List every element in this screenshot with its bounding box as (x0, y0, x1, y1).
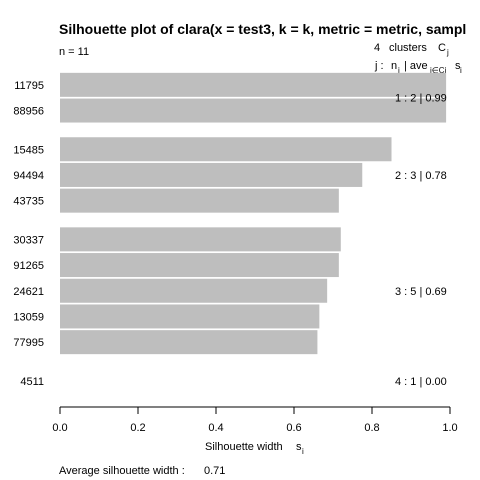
silhouette-bar (60, 278, 328, 303)
silhouette-bar (60, 227, 341, 252)
x-tick-label: 0.6 (286, 422, 301, 434)
silhouette-bar (60, 98, 447, 123)
x-axis-symbol: s (296, 441, 302, 453)
avg-silhouette-value: 0.71 (204, 465, 225, 477)
cluster-summary-label: 2 : 3 | 0.78 (395, 170, 447, 182)
n-symbol: n (391, 60, 397, 72)
n-label: n = 11 (59, 46, 89, 58)
cluster-summary-label: 4 : 1 | 0.00 (395, 376, 447, 388)
observation-label: 88956 (13, 106, 44, 118)
silhouette-bar (60, 137, 392, 162)
observation-label: 91265 (13, 260, 44, 272)
cluster-symbol-sub: j (446, 48, 449, 57)
chart-title: Silhouette plot of clara(x = test3, k = … (59, 21, 466, 37)
cluster-summary-label: 3 : 5 | 0.69 (395, 286, 447, 298)
x-tick-label: 0.8 (364, 422, 379, 434)
observation-label: 15485 (13, 144, 44, 156)
observation-label: 4511 (20, 376, 44, 388)
cluster-summary-label: 1 : 2 | 0.99 (395, 93, 447, 105)
x-axis-label-sub: i (302, 447, 304, 456)
cluster-header: 4 clusters C j j : n j | ave i∈Cj s i (374, 42, 462, 75)
silhouette-bar (60, 162, 363, 187)
silhouette-bar (60, 304, 320, 329)
x-tick-label: 0.0 (52, 422, 67, 434)
observation-label: 30337 (13, 234, 44, 246)
silhouette-bar (60, 253, 339, 278)
x-tick-label: 0.4 (208, 422, 223, 434)
silhouette-bar (60, 72, 447, 97)
clusters-count: 4 (374, 42, 380, 54)
silhouette-bar (60, 188, 339, 213)
observation-label: 43735 (13, 196, 44, 208)
cluster-symbol: C (438, 42, 446, 54)
s-symbol-sub: i (460, 66, 462, 75)
x-tick-label: 1.0 (442, 422, 457, 434)
j-label: j : (374, 60, 384, 72)
observation-label: 11795 (14, 80, 44, 92)
bars-group (60, 72, 447, 355)
observation-label: 13059 (13, 311, 44, 323)
s-symbol: s (455, 60, 461, 72)
observation-label: 94494 (13, 170, 44, 182)
x-axis-label: Silhouette width (205, 441, 283, 453)
ave-sub: i∈Cj (430, 66, 447, 75)
x-tick-label: 0.2 (130, 422, 145, 434)
avg-silhouette-label: Average silhouette width : (59, 465, 185, 477)
ave-label: | ave (404, 60, 428, 72)
clusters-word: clusters (389, 42, 427, 54)
observation-label: 24621 (13, 286, 44, 298)
silhouette-bar (60, 330, 318, 355)
n-symbol-sub: j (397, 66, 400, 75)
cluster-labels-group: 1 : 2 | 0.99 2 : 3 | 0.78 3 : 5 | 0.69 4 : … (395, 93, 447, 388)
y-labels-group: 11795 88956 15485 94494 43735 30337 91265 24621… (13, 80, 44, 388)
observation-label: 77995 (13, 337, 44, 349)
x-axis: 0.0 0.2 0.4 0.6 0.8 1.0 (52, 406, 458, 434)
